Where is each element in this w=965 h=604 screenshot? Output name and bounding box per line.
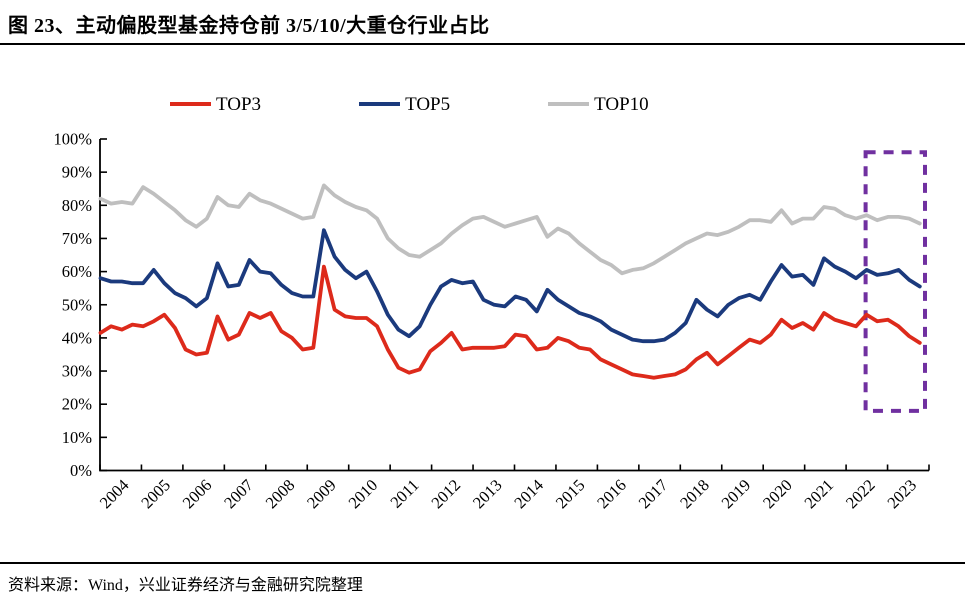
chart-legend: TOP3 TOP5 TOP10	[170, 92, 649, 116]
source-note: 资料来源：Wind，兴业证券经济与金融研究院整理	[8, 577, 363, 594]
x-axis-label: 2007	[220, 475, 257, 512]
legend-label-top3: TOP3	[216, 93, 262, 115]
x-axis-label: 2022	[842, 475, 879, 512]
y-axis-label: 0%	[70, 461, 92, 480]
top10-line-swatch	[548, 102, 590, 106]
x-axis-label: 2006	[179, 475, 216, 512]
x-axis-label: 2004	[96, 475, 133, 512]
y-axis-label: 10%	[62, 428, 93, 447]
x-axis-label: 2013	[469, 475, 506, 512]
x-axis-label: 2019	[718, 475, 755, 512]
x-axis-label: 2011	[386, 475, 422, 511]
x-axis-label: 2005	[137, 475, 174, 512]
series-group	[98, 183, 922, 380]
x-axis-label: 2023	[883, 475, 920, 512]
x-axis-label: 2020	[759, 475, 796, 512]
y-axis-label: 100%	[54, 130, 93, 149]
title-divider	[0, 43, 965, 45]
legend-item-top3: TOP3	[170, 95, 261, 114]
top5-line-swatch	[359, 102, 401, 106]
legend-label-top10: TOP10	[594, 93, 649, 115]
top5-line	[98, 228, 922, 344]
y-axis-label: 40%	[62, 328, 93, 347]
legend-item-top10: TOP10	[548, 95, 649, 114]
x-axis-label: 2016	[593, 475, 630, 512]
highlight-box	[863, 150, 927, 413]
y-axis-labels-group: 100% 90% 80% 70% 60% 50% 40% 30% 20% 10% 0%	[54, 130, 93, 481]
x-axis-label: 2021	[800, 475, 837, 512]
top3-line	[98, 264, 922, 380]
y-axis-label: 70%	[62, 229, 93, 248]
y-axis-label: 30%	[62, 362, 93, 381]
highlight-box-group	[863, 150, 927, 413]
top10-line	[98, 183, 922, 276]
x-axis-label: 2015	[552, 475, 589, 512]
x-axis-label: 2012	[427, 475, 464, 512]
y-axis-label: 20%	[62, 395, 93, 414]
x-axis-labels-group: 2004 2005 2006 2007 2008 2009 2010 2011 2012 2013…	[96, 475, 920, 512]
top3-line-swatch	[170, 102, 211, 106]
x-axis-label: 2017	[635, 475, 672, 512]
x-axis-label: 2008	[262, 475, 299, 512]
axis-lines	[99, 139, 929, 472]
axes-group	[99, 138, 930, 472]
page-title: 图 23、主动偏股型基金持仓前 3/5/10/大重仓行业占比	[8, 15, 490, 37]
y-axis-label: 90%	[62, 163, 93, 182]
x-axis-label: 2009	[303, 475, 340, 512]
legend-label-top5: TOP5	[405, 93, 451, 115]
legend-item-top5: TOP5	[359, 95, 450, 114]
y-axis-label: 50%	[62, 295, 93, 314]
y-axis-label: 60%	[62, 262, 93, 281]
footer-divider	[0, 562, 965, 564]
x-axis-label: 2010	[344, 475, 381, 512]
x-axis-label: 2014	[510, 475, 547, 512]
y-axis-label: 80%	[62, 196, 93, 215]
x-axis-label: 2018	[676, 475, 713, 512]
